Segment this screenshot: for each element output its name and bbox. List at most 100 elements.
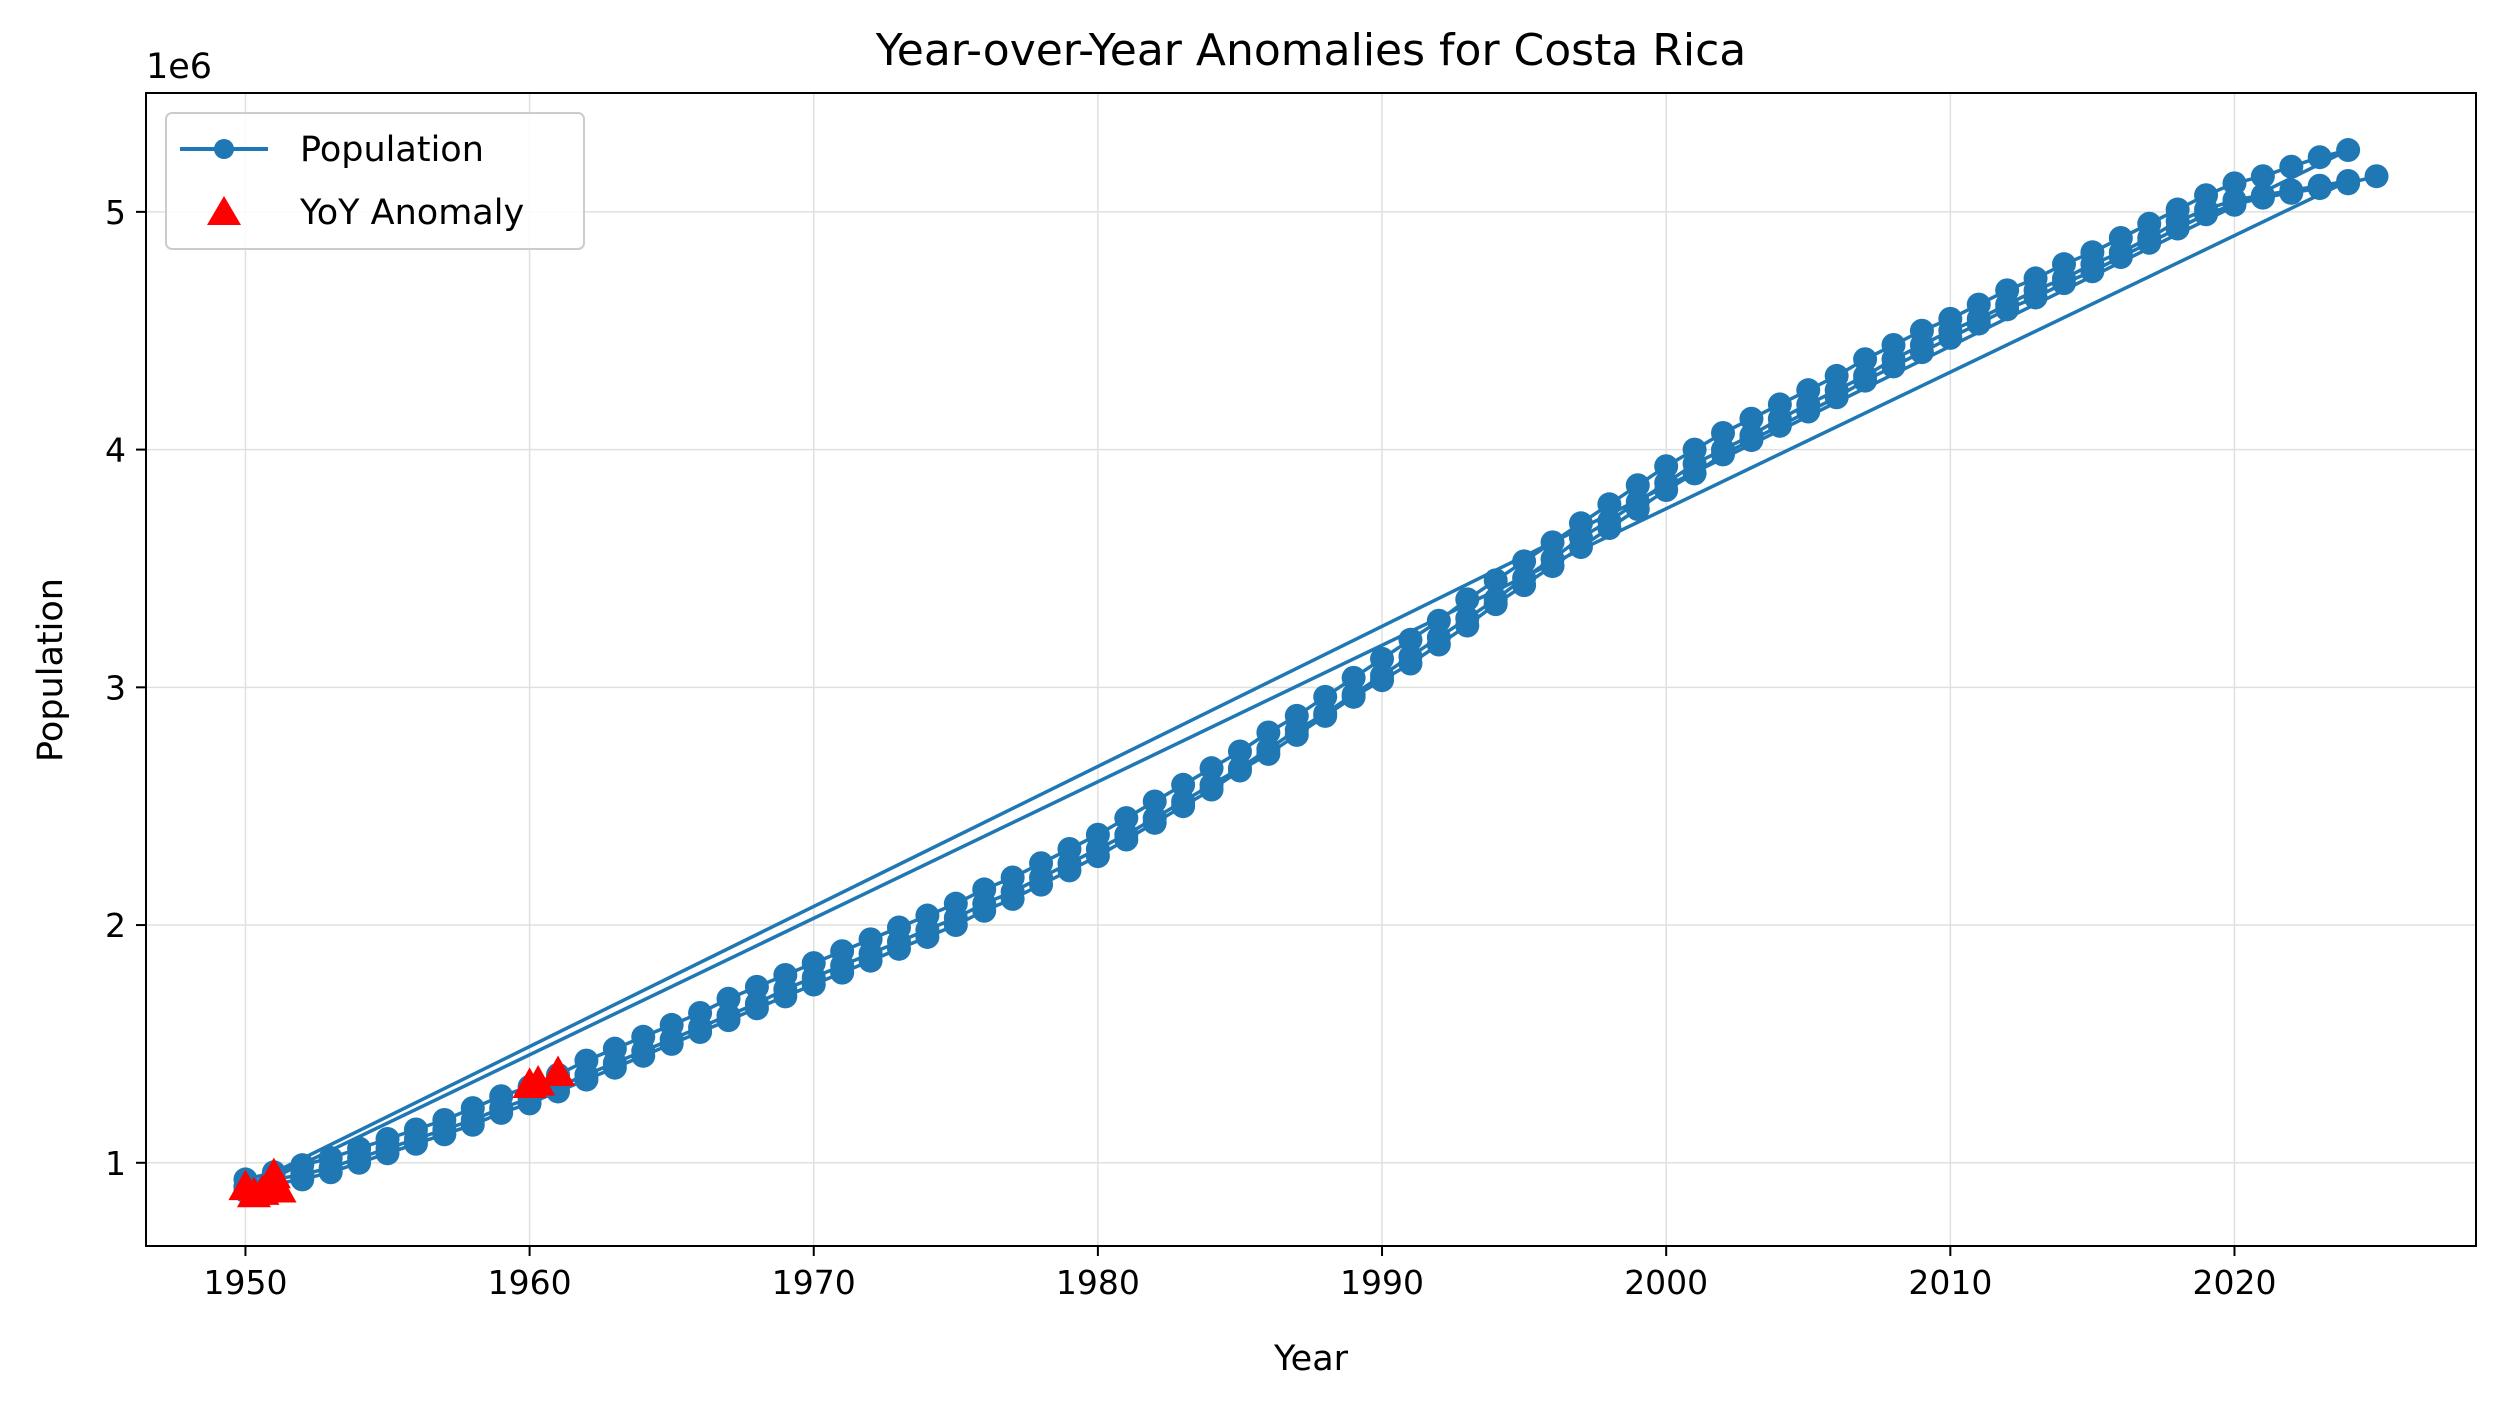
- population-point: [744, 974, 769, 999]
- population-point: [318, 1160, 343, 1185]
- population-point: [432, 1122, 457, 1147]
- population-point: [2080, 259, 2105, 284]
- population-point: [773, 984, 798, 1009]
- population-point: [1341, 684, 1366, 709]
- population-point: [1455, 587, 1480, 612]
- anomaly-marker: [262, 1171, 297, 1203]
- population-point: [1682, 461, 1707, 486]
- y-tick-label: 5: [105, 193, 126, 232]
- population-point: [744, 996, 769, 1021]
- population-point: [290, 1167, 315, 1192]
- population-point: [347, 1150, 372, 1175]
- population-point: [1029, 872, 1054, 897]
- population-point: [1057, 858, 1082, 883]
- legend-population-label: Population: [300, 130, 484, 170]
- population-point: [1938, 325, 1963, 350]
- population-point: [375, 1141, 400, 1166]
- population-point: [1995, 297, 2020, 322]
- population-point: [1142, 810, 1167, 835]
- grid-layer: [146, 93, 2476, 1246]
- population-point: [830, 960, 855, 985]
- population-point: [1853, 347, 1878, 372]
- series-layer: [228, 138, 2389, 1208]
- population-point: [2222, 192, 2247, 217]
- plot-frame: [145, 92, 2477, 1247]
- population-point: [1597, 492, 1622, 517]
- population-point: [1199, 777, 1224, 802]
- population-point: [1711, 442, 1736, 467]
- population-point: [2250, 164, 2275, 189]
- population-point: [1142, 789, 1167, 814]
- population-point: [1909, 340, 1934, 365]
- population-point: [1824, 385, 1849, 410]
- population-point: [1625, 497, 1650, 522]
- population-point: [1483, 592, 1508, 617]
- anomaly-marker: [521, 1064, 556, 1096]
- legend: Population YoY Anomaly: [165, 112, 585, 250]
- x-axis: 1950 1960 1970 1980 1990 2000 2010 2020: [203, 1246, 2276, 1302]
- population-point: [1512, 573, 1537, 598]
- population-point: [1370, 668, 1395, 693]
- population-point: [1966, 311, 1991, 336]
- population-point: [1739, 428, 1764, 453]
- population-point: [1455, 613, 1480, 638]
- population-point: [1540, 530, 1565, 555]
- legend-population-marker: [214, 139, 234, 159]
- x-tick-label: 1960: [488, 1263, 572, 1302]
- population-point: [460, 1112, 485, 1137]
- population-point: [403, 1131, 428, 1156]
- chart-title: Year-over-Year Anomalies for Costa Rica: [875, 25, 1747, 76]
- population-point: [1227, 758, 1252, 783]
- population-point: [1512, 549, 1537, 574]
- population-point: [716, 1008, 741, 1033]
- population-point: [972, 898, 997, 923]
- population-point: [1313, 703, 1338, 728]
- anomaly-marker: [541, 1055, 576, 1087]
- population-point: [1853, 368, 1878, 393]
- population-point: [801, 972, 826, 997]
- population-point: [2336, 138, 2361, 163]
- population-point: [1114, 806, 1139, 831]
- population-point: [2307, 176, 2332, 201]
- population-point: [1171, 794, 1196, 819]
- x-tick-label: 1980: [1056, 1263, 1140, 1302]
- population-point: [1114, 827, 1139, 852]
- population-point: [858, 948, 883, 973]
- population-point: [659, 1031, 684, 1056]
- population-point: [2194, 202, 2219, 227]
- population-point: [2364, 164, 2389, 189]
- population-point: [2165, 216, 2190, 241]
- y-tick-label: 4: [105, 431, 126, 470]
- population-point: [1256, 741, 1281, 766]
- y-tick-label: 3: [105, 668, 126, 707]
- population-point: [943, 913, 968, 938]
- population-point: [1540, 554, 1565, 579]
- x-tick-label: 1970: [772, 1263, 856, 1302]
- legend-anomaly-label: YoY Anomaly: [299, 193, 524, 233]
- population-point: [2108, 245, 2133, 270]
- x-tick-label: 1950: [203, 1263, 287, 1302]
- population-point: [2279, 154, 2304, 179]
- population-point: [1227, 739, 1252, 764]
- population-point: [1625, 473, 1650, 498]
- x-tick-label: 2000: [1624, 1263, 1708, 1302]
- population-point: [2279, 180, 2304, 205]
- population-point: [2051, 271, 2076, 296]
- population-point: [2222, 171, 2247, 196]
- y-tick-label: 2: [105, 906, 126, 945]
- population-point: [2023, 285, 2048, 310]
- population-point: [1199, 756, 1224, 781]
- legend-anomaly-marker: [207, 196, 241, 225]
- population-point: [2137, 230, 2162, 255]
- y-axis-offset-label: 1e6: [146, 47, 212, 87]
- population-point: [1796, 399, 1821, 424]
- population-point: [1398, 627, 1423, 652]
- population-point: [1568, 535, 1593, 560]
- population-point: [2250, 185, 2275, 210]
- population-point: [716, 986, 741, 1011]
- y-tick-label: 1: [105, 1144, 126, 1183]
- x-tick-label: 2010: [1908, 1263, 1992, 1302]
- population-point: [2336, 171, 2361, 196]
- population-point: [631, 1043, 656, 1068]
